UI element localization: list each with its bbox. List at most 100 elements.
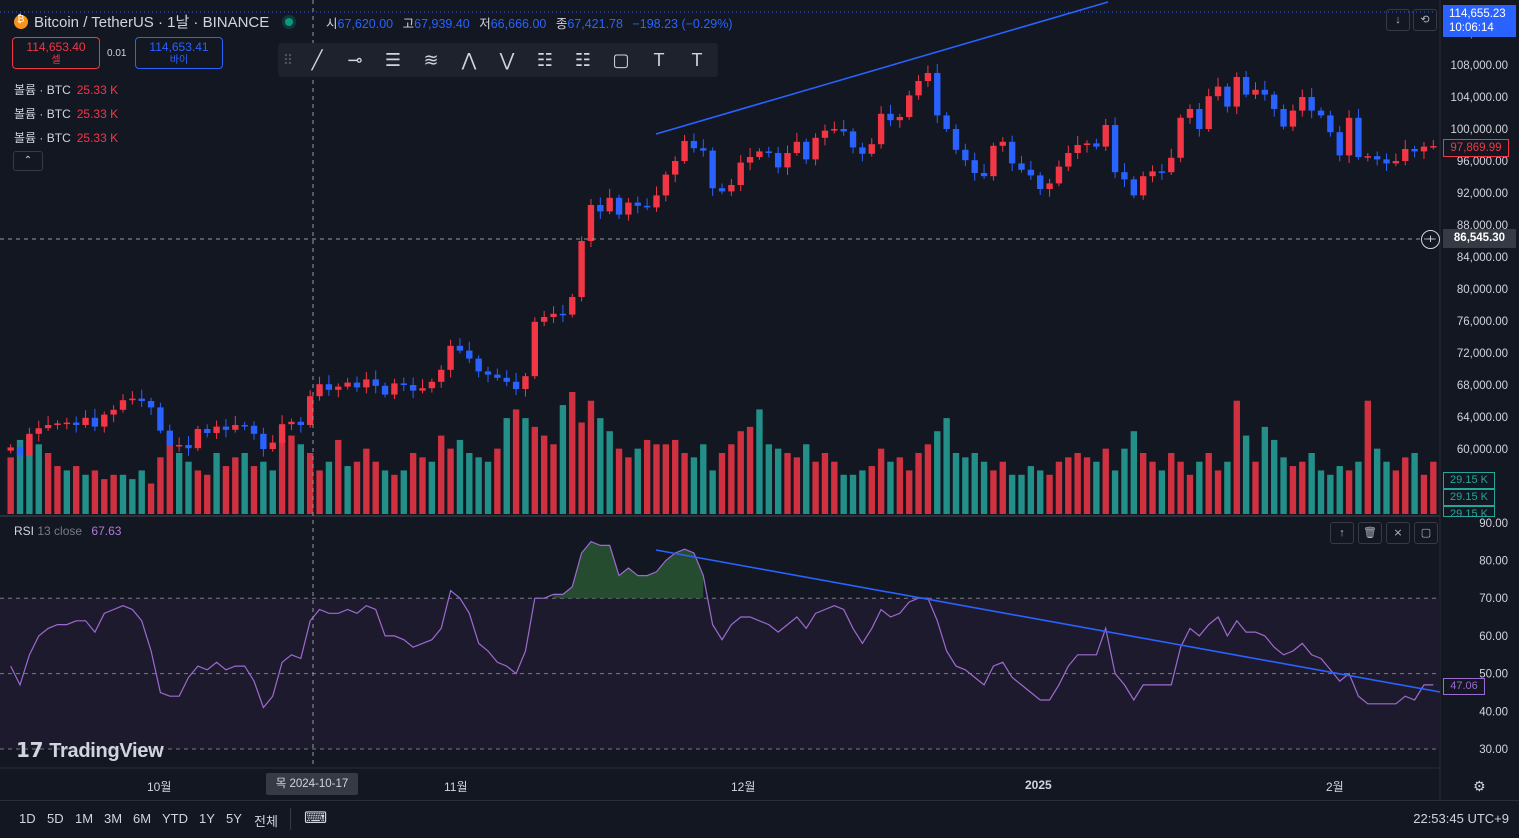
candle-body bbox=[522, 376, 529, 389]
candle-body bbox=[1271, 94, 1278, 109]
bitcoin-logo-icon bbox=[14, 14, 28, 29]
price-axis-tick: 64,000.00 bbox=[1457, 412, 1508, 424]
volume-bar bbox=[409, 453, 417, 514]
range-5d-button[interactable]: 5D bbox=[47, 811, 64, 826]
position-tool-icon[interactable]: ☷ bbox=[536, 49, 554, 70]
volume-bar bbox=[1420, 474, 1428, 514]
maximize-pane-button[interactable]: ▢ bbox=[1414, 522, 1438, 544]
drawing-toolbar: ⠿ ╱ ⊸ ☰ ≋ ⋀ ⋁ ☷ ☷ ▢ T T bbox=[278, 43, 718, 77]
range-1d-button[interactable]: 1D bbox=[19, 811, 36, 826]
volume-bar bbox=[653, 444, 660, 514]
move-pane-up-button[interactable]: ↑ bbox=[1330, 522, 1354, 544]
candle-body bbox=[718, 188, 726, 192]
add-alert-button[interactable]: + bbox=[1421, 230, 1440, 249]
volume-bar bbox=[1261, 426, 1269, 514]
volume-bar bbox=[540, 435, 548, 514]
volume-bar bbox=[288, 435, 295, 514]
candle-body bbox=[1093, 143, 1100, 147]
range-1y-button[interactable]: 1Y bbox=[199, 811, 215, 826]
candle-body bbox=[728, 185, 735, 192]
candle-body bbox=[540, 317, 548, 322]
volume-bar bbox=[728, 444, 735, 514]
delete-pane-button[interactable]: 🗑 bbox=[1358, 522, 1382, 544]
parallel-channel-tool-icon[interactable]: ☰ bbox=[384, 49, 402, 70]
volume-bar bbox=[1139, 453, 1147, 514]
volume-bar bbox=[1430, 461, 1437, 514]
candle-body bbox=[1065, 153, 1072, 167]
symbol-title[interactable]: Bitcoin / TetherUS · 1날 · BINANCE bbox=[14, 11, 294, 32]
range-all-button[interactable]: 전체 bbox=[254, 814, 278, 829]
candle-body bbox=[924, 73, 932, 81]
candle-body bbox=[232, 425, 239, 430]
volume-bar bbox=[82, 474, 89, 514]
volume-bar bbox=[1242, 435, 1250, 514]
rectangle-tool-icon[interactable]: ▢ bbox=[612, 49, 630, 70]
date-range-picker-icon[interactable]: ⌨ bbox=[304, 810, 328, 827]
volume-bar bbox=[522, 418, 529, 514]
download-button[interactable]: ↓ bbox=[1386, 9, 1410, 31]
volume-legend-3[interactable]: 볼륨 · BTC 25.33 K bbox=[14, 129, 118, 146]
collapse-legend-button[interactable]: ⌃ bbox=[13, 151, 43, 171]
settings-gear-icon[interactable]: ⚙ bbox=[1473, 778, 1486, 794]
volume-legend-value: 25.33 K bbox=[76, 107, 119, 121]
range-6m-button[interactable]: 6M bbox=[133, 811, 152, 826]
candle-body bbox=[831, 129, 838, 131]
candle-body bbox=[297, 421, 305, 425]
candle-body bbox=[185, 445, 192, 449]
range-5y-button[interactable]: 5Y bbox=[226, 811, 242, 826]
range-ytd-button[interactable]: YTD bbox=[162, 811, 188, 826]
volume-bar bbox=[110, 474, 117, 514]
horizontal-ray-tool-icon[interactable]: ⊸ bbox=[347, 49, 363, 70]
rsi-value: 67.63 bbox=[91, 524, 122, 538]
volume-bar bbox=[915, 453, 922, 514]
reset-icon: ⟲ bbox=[1420, 14, 1430, 26]
drag-handle-icon[interactable]: ⠿ bbox=[282, 51, 294, 68]
xabcd-pattern-tool-icon[interactable]: ⋀ bbox=[461, 49, 477, 70]
collapse-pane-button[interactable]: ⨯ bbox=[1386, 522, 1410, 544]
volume-bar bbox=[1233, 400, 1240, 514]
text-note-tool-icon[interactable]: T bbox=[691, 49, 703, 70]
volume-bar bbox=[307, 453, 314, 514]
volume-bar bbox=[971, 453, 978, 514]
candle-body bbox=[550, 313, 557, 317]
volume-bar bbox=[831, 461, 838, 514]
text-tool-icon[interactable]: T bbox=[653, 49, 665, 70]
candle-body bbox=[1430, 146, 1437, 148]
volume-bar bbox=[615, 448, 623, 514]
candle-body bbox=[1373, 156, 1381, 160]
price-trend-line bbox=[655, 1, 1109, 135]
range-1m-button[interactable]: 1M bbox=[75, 811, 94, 826]
volume-bar bbox=[643, 439, 651, 514]
range-3m-button[interactable]: 3M bbox=[104, 811, 123, 826]
rsi-axis-tick: 60.00 bbox=[1479, 631, 1508, 643]
abcd-pattern-tool-icon[interactable]: ⋁ bbox=[499, 49, 515, 70]
volume-bar bbox=[428, 461, 436, 514]
buy-button[interactable]: 114,653.41 바이 bbox=[135, 37, 223, 69]
volume-legend-name: 볼륨 · BTC bbox=[14, 131, 71, 145]
volume-bar bbox=[1027, 466, 1035, 514]
trend-line-tool-icon[interactable]: ╱ bbox=[311, 49, 323, 70]
volume-bar bbox=[1121, 448, 1128, 514]
candle-body bbox=[840, 129, 847, 132]
candle-body bbox=[63, 422, 71, 425]
volume-legend-1[interactable]: 볼륨 · BTC 25.33 K bbox=[14, 81, 118, 98]
fib-retracement-tool-icon[interactable]: ≋ bbox=[423, 49, 439, 70]
candle-body bbox=[269, 442, 276, 449]
volume-bar bbox=[578, 422, 585, 514]
change-value: −198.23 (−0.29%) bbox=[632, 17, 733, 31]
date-range-tool-icon[interactable]: ☷ bbox=[574, 49, 592, 70]
sell-button[interactable]: 114,653.40 셀 bbox=[12, 37, 100, 69]
candle-body bbox=[1037, 175, 1044, 189]
rsi-legend[interactable]: RSI 13 close 67.63 bbox=[14, 524, 121, 538]
candle-body bbox=[1420, 146, 1428, 152]
candle-body bbox=[409, 385, 417, 391]
reset-pane-button[interactable]: ⟲ bbox=[1413, 9, 1437, 31]
volume-legend-2[interactable]: 볼륨 · BTC 25.33 K bbox=[14, 105, 118, 122]
clock[interactable]: 22:53:45 UTC+9 bbox=[1413, 811, 1509, 826]
volume-bar bbox=[550, 444, 557, 514]
volume-bar bbox=[990, 470, 997, 514]
candle-body bbox=[896, 117, 904, 121]
volume-bar bbox=[840, 474, 847, 514]
volume-bar bbox=[1299, 461, 1306, 514]
